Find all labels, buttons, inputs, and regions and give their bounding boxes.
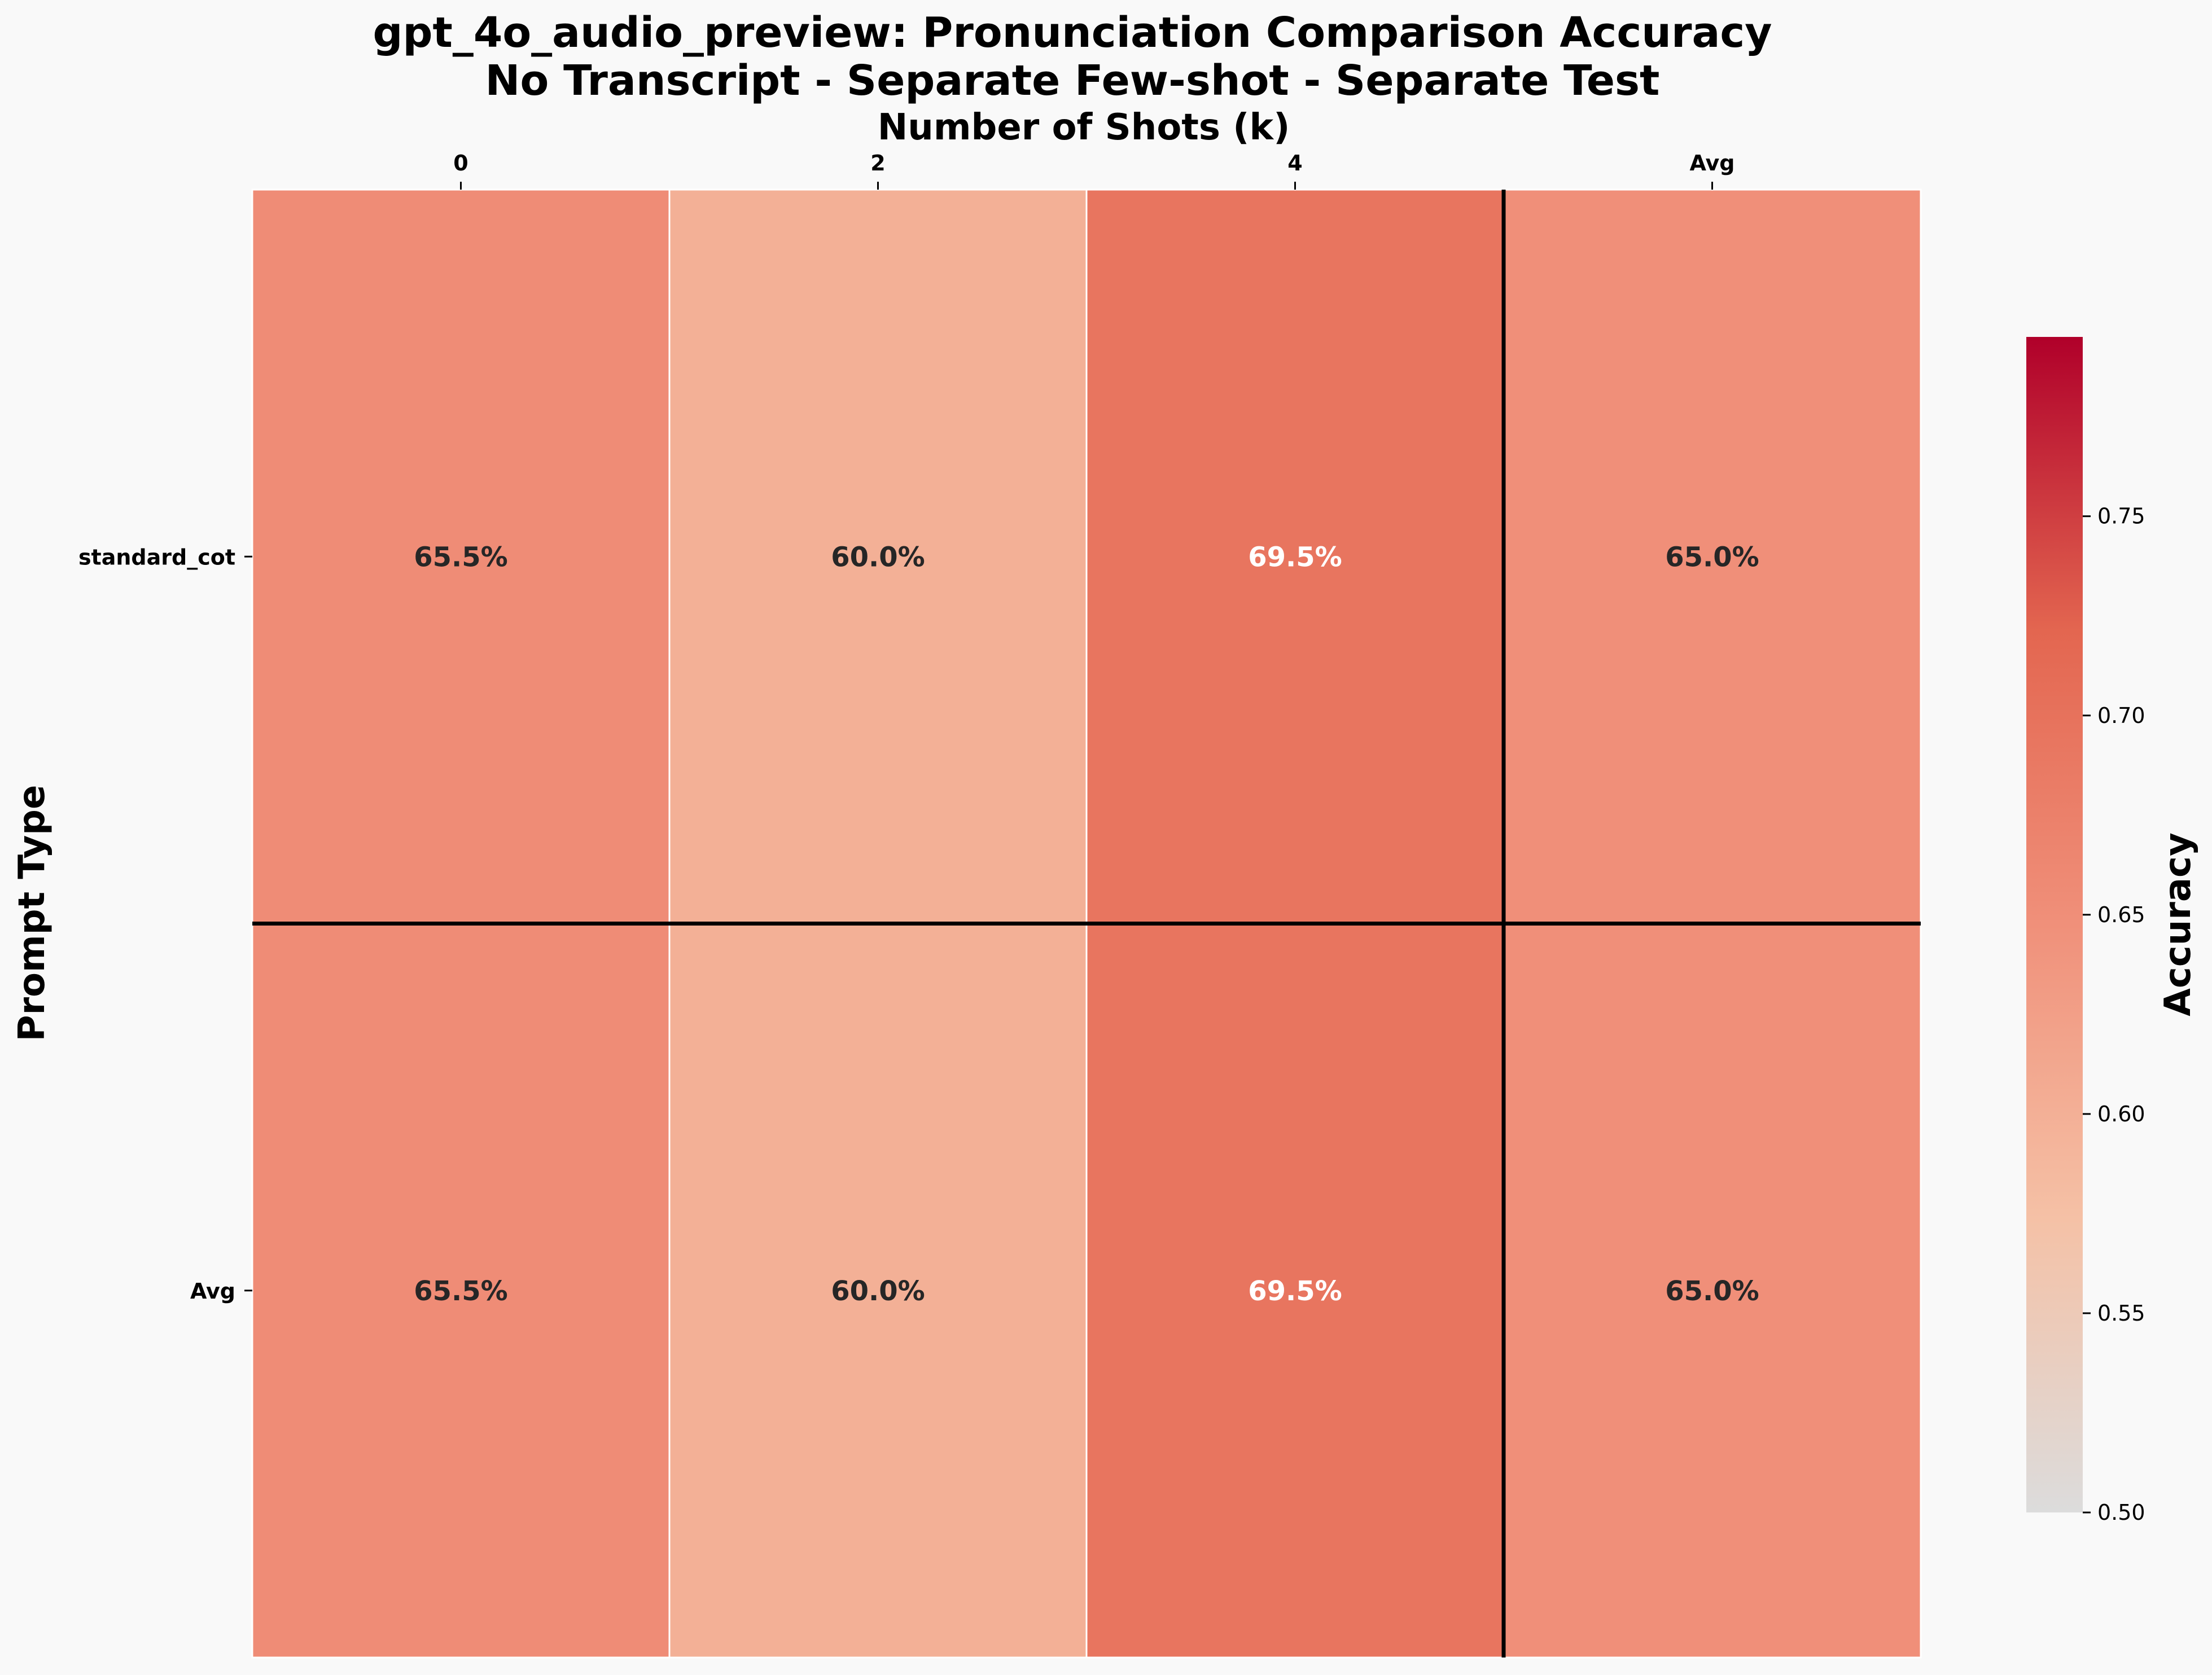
x-axis-title: Number of Shots (k) xyxy=(878,107,1290,148)
x-tick-label: 2 xyxy=(870,151,885,176)
heatmap-cell xyxy=(1503,923,1922,1659)
cell-labels: 65.5% 60.0% 69.5% 65.0% 65.5% 60.0% 69.5% 65.0% xyxy=(414,541,1759,1307)
heatmap-cell xyxy=(251,923,671,1659)
y-axis-title: Prompt Type xyxy=(11,785,53,1042)
chart-subtitle: No Transcript - Separate Few-shot - Sepa… xyxy=(485,56,1660,105)
heatmap-cell xyxy=(1503,188,1922,924)
colorbar-label: Accuracy xyxy=(2157,832,2199,1016)
cell-value-label: 65.0% xyxy=(1665,541,1759,573)
x-tick-label: 0 xyxy=(453,151,468,176)
cell-value-label: 69.5% xyxy=(1248,541,1342,573)
heatmap-cell xyxy=(668,188,1088,924)
y-tick-label: Avg xyxy=(190,1279,235,1304)
colorbar-tick-label: 0.65 xyxy=(2097,902,2145,927)
colorbar-tick-label: 0.50 xyxy=(2097,1500,2145,1525)
cell-value-label: 65.5% xyxy=(414,541,508,573)
heatmap-cell xyxy=(1085,923,1505,1659)
y-tick-label: standard_cot xyxy=(78,545,235,569)
cell-value-label: 60.0% xyxy=(831,541,925,573)
heatmap-cell xyxy=(251,188,671,924)
colorbar-tick-label: 0.70 xyxy=(2097,703,2145,728)
colorbar-tick-label: 0.60 xyxy=(2097,1102,2145,1126)
y-ticks: standard_cot Avg xyxy=(78,545,252,1304)
x-tick-label: Avg xyxy=(1689,151,1734,176)
colorbar-tick-label: 0.55 xyxy=(2097,1301,2145,1326)
separator-lines xyxy=(252,190,1921,1658)
colorbar-tick-label: 0.75 xyxy=(2097,504,2145,529)
heatmap-cells xyxy=(251,188,1922,1659)
colorbar-ticks: 0.50 0.55 0.60 0.65 0.70 0.75 xyxy=(2083,504,2145,1525)
cell-value-label: 65.5% xyxy=(414,1275,508,1307)
chart-title: gpt_4o_audio_preview: Pronunciation Comp… xyxy=(373,8,1772,57)
x-tick-label: 4 xyxy=(1287,151,1302,176)
colorbar xyxy=(2026,337,2083,1512)
heatmap-cell xyxy=(668,923,1088,1659)
cell-value-label: 69.5% xyxy=(1248,1275,1342,1307)
cell-value-label: 65.0% xyxy=(1665,1275,1759,1307)
x-ticks: 0 2 4 Avg xyxy=(453,151,1735,190)
cell-value-label: 60.0% xyxy=(831,1275,925,1307)
